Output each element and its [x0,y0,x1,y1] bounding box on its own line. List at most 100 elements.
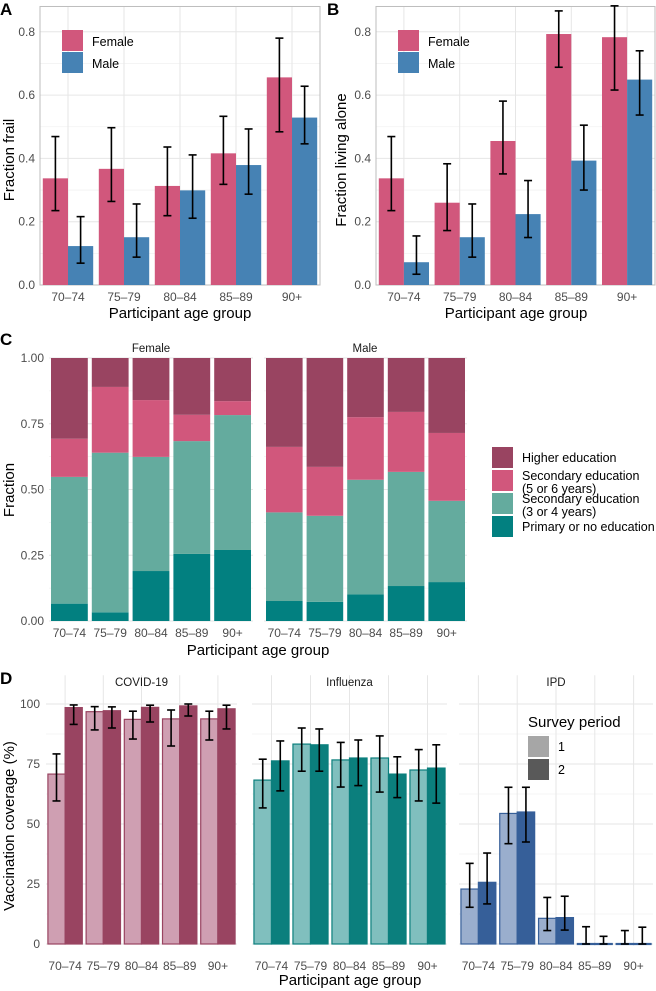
bar-covid-19-period-1 [161,718,181,945]
y-tick-label: 75 [27,757,41,771]
stacked-segment-higher-education [306,358,344,467]
legend-title-survey-period: Survey period [528,714,621,731]
x-axis-title-a: Participant age group [109,305,252,322]
panel-label-b: B [327,0,339,19]
x-axis-title-d: Participant age group [279,972,422,989]
stacked-segment-primary-or-no-education [306,601,344,621]
legend-a: Female Male [62,30,134,73]
stacked-segment-primary-or-no-education [347,594,384,621]
legend-label-female: Female [428,35,470,49]
y-tick-label: 100 [20,697,40,711]
y-axis-title-b: Fraction living alone [333,93,350,226]
legend-label-female: Female [92,35,134,49]
panel-b: B 0.0 0.2 0.4 0.6 0.8 70–74 75–79 80–84 85–89 90… [327,0,656,322]
stacked-segment-secondary-education-5-or-6-years- [214,401,251,416]
x-axis-title-b: Participant age group [445,305,588,322]
y-tick-label: 0.2 [354,215,371,229]
stacked-segment-secondary-education-5-or-6-years- [428,432,465,501]
x-tick-label: 90+ [617,290,637,304]
x-tick-label: 90+ [623,959,643,973]
stacked-segment-primary-or-no-education [428,582,465,621]
legend-swatch-secondary-3-4 [492,493,513,514]
y-tick-label: 0.50 [21,483,45,497]
legend-label-male: Male [92,57,119,71]
facet-strip-female: Female [132,343,170,355]
legend-label-higher-education: Higher education [522,451,617,465]
x-tick-label: 85–89 [389,626,423,640]
bar-covid-19-period-1 [85,711,104,945]
x-axis-title-c: Participant age group [187,642,330,659]
x-tick-label: 80–84 [349,626,383,640]
x-tick-label: 75–79 [501,959,535,973]
stacked-segment-secondary-education-3-or-4-years- [347,479,384,595]
stacked-segment-higher-education [51,358,88,439]
panel-a: A 0.0 0.2 0.4 0.6 0.8 70–74 75–79 80–84 85–89 90… [0,0,321,322]
x-tick-label: 80–84 [539,959,573,973]
y-tick-label: 0.6 [354,88,371,102]
stacked-segment-higher-education [214,358,251,402]
bar-influenza-period-1 [292,743,312,945]
y-tick-label: 0.00 [21,614,45,628]
legend-swatch-male [62,52,83,73]
x-tick-label: 90+ [417,959,437,973]
y-tick-label: 0.8 [354,25,371,39]
panel-d: D 0 25 50 75 100 70–74 75–79 80–84 85–89 90+ 70–7… [0,669,653,989]
legend-d: Survey period 1 2 [528,714,621,780]
stacked-segment-primary-or-no-education [387,586,425,621]
stacked-segment-secondary-education-5-or-6-years- [51,438,88,477]
legend-b: Female Male [398,30,470,73]
y-tick-label: 0.2 [18,215,35,229]
bar-male [292,117,318,285]
x-tick-label: 80–84 [125,959,159,973]
legend-c: Higher education Secondary education (5 … [492,447,655,537]
y-tick-label: 0.4 [18,151,35,165]
x-tick-label: 90+ [437,626,457,640]
x-tick-label: 80–84 [499,290,533,304]
stacked-segment-higher-education [387,358,425,412]
legend-swatch-female [398,30,419,51]
stacked-segment-higher-education [132,358,170,401]
stacked-segment-secondary-education-5-or-6-years- [306,466,344,516]
x-tick-label: 90+ [222,626,242,640]
y-tick-label: 0 [33,937,40,951]
stacked-segment-secondary-education-5-or-6-years- [132,400,170,457]
y-axis-title-a: Fraction frail [1,119,18,202]
x-tick-label: 85–89 [175,626,209,640]
stacked-segment-secondary-education-3-or-4-years- [387,471,425,587]
legend-swatch-higher-education [492,447,513,468]
x-tick-label: 70–74 [387,290,421,304]
stacked-segment-secondary-education-5-or-6-years- [347,417,384,480]
stacked-segment-primary-or-no-education [214,549,251,621]
y-axis-title-c: Fraction [1,463,18,517]
stacked-segment-secondary-education-5-or-6-years- [387,411,425,472]
x-tick-label: 70–74 [255,959,289,973]
panel-label-d: D [0,669,12,688]
legend-label-period-2: 2 [558,763,565,777]
facet-strip-male: Male [353,343,378,355]
stacked-segment-higher-education [266,358,303,447]
bar-covid-19-period-1 [123,718,143,945]
legend-swatch-secondary-5-6 [492,470,513,491]
legend-label-period-1: 1 [558,740,565,754]
x-tick-label: 80–84 [134,626,168,640]
x-tick-label: 75–79 [443,290,477,304]
y-tick-label: 0.8 [18,25,35,39]
x-tick-label: 85–89 [219,290,253,304]
facet-strip-influenza: Influenza [326,677,373,689]
x-tick-label: 85–89 [555,290,589,304]
stacked-segment-secondary-education-5-or-6-years- [91,386,129,453]
stacked-segment-secondary-education-5-or-6-years- [266,446,303,513]
x-tick-label: 90+ [282,290,302,304]
bar-covid-19-period-2 [179,705,198,945]
legend-swatch-primary [492,516,513,537]
legend-label-male: Male [428,57,455,71]
legend-label-secondary-3-4: Secondary education (3 or 4 years) [522,492,643,519]
x-tick-label: 70–74 [51,290,85,304]
facet-strip-covid-19: COVID-19 [115,677,168,689]
legend-swatch-male [398,52,419,73]
x-tick-label: 85–89 [163,959,197,973]
bar-covid-19-period-1 [200,718,219,945]
bar-covid-19-period-2 [217,708,236,945]
stacked-segment-secondary-education-3-or-4-years- [51,476,88,604]
